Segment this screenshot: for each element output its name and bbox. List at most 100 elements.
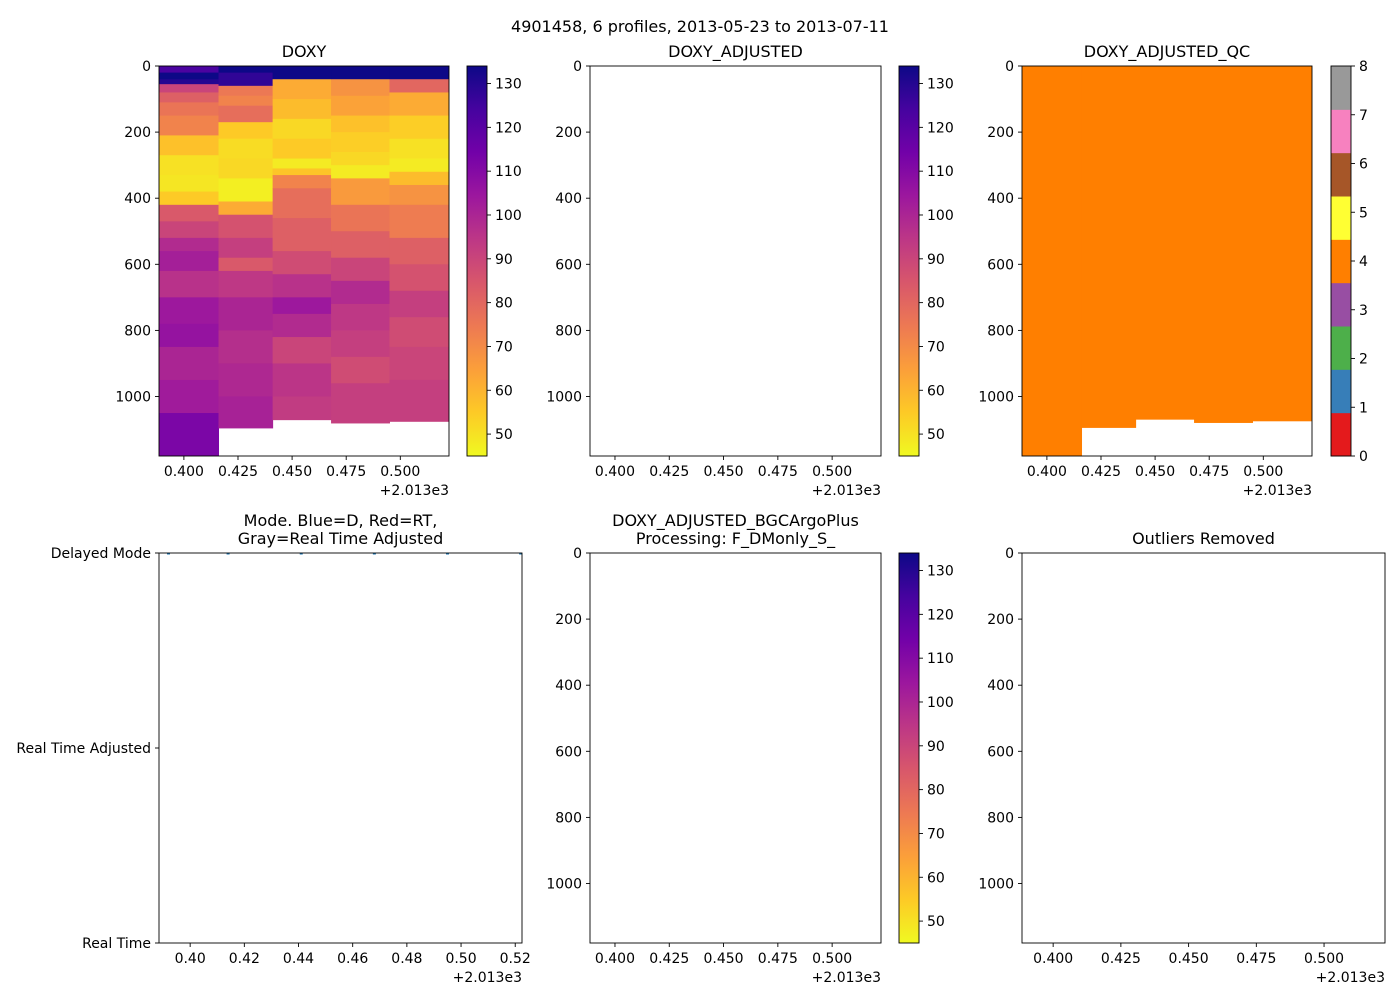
mode-point-5 bbox=[519, 553, 522, 555]
y-tick-label: 200 bbox=[124, 125, 151, 141]
mode-point-2 bbox=[299, 553, 303, 555]
colorbar-tick-label: 60 bbox=[927, 383, 945, 399]
heatmap-cell-c2-l8 bbox=[272, 188, 332, 219]
heatmap-cell-c0-l17 bbox=[159, 323, 220, 348]
colorbar-tick-label: 130 bbox=[495, 77, 522, 93]
heatmap-cell-c4-l9 bbox=[389, 237, 449, 265]
heatmap-cell-c1-l11 bbox=[218, 237, 274, 259]
heatmap-cell-c4-l7 bbox=[389, 184, 449, 206]
y-tick-label: 600 bbox=[555, 744, 582, 760]
colorbar-fill bbox=[899, 66, 919, 456]
x-tick-label: 0.450 bbox=[1169, 951, 1209, 967]
x-tick-label: 0.46 bbox=[337, 951, 368, 967]
colorbar-tick-label: 7 bbox=[1359, 108, 1368, 124]
heatmap-cell-c4-l4 bbox=[389, 138, 449, 160]
qc-column-4 bbox=[1252, 66, 1312, 422]
colorbar-tick-label: 0 bbox=[1359, 449, 1368, 465]
colorbar-tick-label: 8 bbox=[1359, 59, 1368, 75]
y-tick-label: 0 bbox=[1005, 59, 1014, 75]
heatmap-cell-c3-l5 bbox=[331, 151, 390, 166]
colorbar-segment-6 bbox=[1331, 152, 1351, 197]
x-tick-label: 0.450 bbox=[1135, 464, 1175, 480]
x-offset-label: +2.013e3 bbox=[812, 970, 881, 986]
x-offset-label: +2.013e3 bbox=[380, 483, 449, 499]
x-tick-label: 0.400 bbox=[595, 951, 635, 967]
x-tick-label: 0.500 bbox=[1243, 464, 1283, 480]
heatmap-cell-c4-l6 bbox=[389, 171, 449, 186]
x-tick-label: 0.500 bbox=[380, 464, 420, 480]
panel-title: Outliers Removed bbox=[1132, 529, 1275, 548]
heatmap-cell-c3-l4 bbox=[331, 132, 390, 153]
colorbar-segment-5 bbox=[1331, 196, 1351, 240]
heatmap-cell-c0-l14 bbox=[159, 251, 220, 272]
y-tick-label: 400 bbox=[987, 678, 1014, 694]
x-tick-label: 0.450 bbox=[704, 951, 744, 967]
colorbar-tick-label: 100 bbox=[927, 695, 954, 711]
x-tick-label: 0.50 bbox=[445, 951, 476, 967]
colorbar-tick-label: 60 bbox=[495, 383, 513, 399]
y-tick-label: 600 bbox=[124, 257, 151, 273]
x-tick-label: 0.48 bbox=[391, 951, 422, 967]
heatmap-cell-c0-l16 bbox=[159, 297, 220, 325]
y-tick-label: Real Time Adjusted bbox=[16, 741, 151, 757]
heatmap-cell-c4-l10 bbox=[389, 264, 449, 292]
y-tick-label: 800 bbox=[987, 323, 1014, 339]
heatmap-cell-c1-l7 bbox=[218, 158, 274, 179]
heatmap-cell-c0-l7 bbox=[159, 135, 220, 156]
heatmap-cell-c0-l4 bbox=[159, 92, 220, 103]
x-tick-label: 0.425 bbox=[1081, 464, 1121, 480]
y-tick-label: Real Time bbox=[82, 936, 151, 952]
panel-mode: Mode. Blue=D, Red=RT,Gray=Real Time Adju… bbox=[16, 511, 530, 986]
y-tick-label: 600 bbox=[987, 257, 1014, 273]
y-tick-label: 1000 bbox=[978, 877, 1014, 893]
x-tick-label: 0.475 bbox=[758, 464, 798, 480]
mode-point-4 bbox=[446, 553, 450, 555]
qc-column-3 bbox=[1194, 66, 1253, 423]
panel-title: Mode. Blue=D, Red=RT, bbox=[244, 511, 438, 530]
y-tick-label: 400 bbox=[555, 191, 582, 207]
x-tick-label: 0.450 bbox=[272, 464, 312, 480]
colorbar-tick-label: 60 bbox=[927, 870, 945, 886]
heatmap-cell-c3-l1 bbox=[331, 79, 390, 97]
colorbar-tick-label: 70 bbox=[495, 339, 513, 355]
colorbar-segment-8 bbox=[1331, 66, 1351, 110]
heatmap-cell-c3-l2 bbox=[331, 95, 390, 117]
heatmap-cell-c2-l9 bbox=[272, 218, 332, 252]
heatmap-cell-c0-l1 bbox=[159, 72, 220, 80]
y-tick-label: 200 bbox=[555, 125, 582, 141]
y-tick-label: 600 bbox=[555, 257, 582, 273]
heatmap-cell-c1-l6 bbox=[218, 138, 274, 160]
axes-frame bbox=[1021, 552, 1386, 944]
colorbar-segment-2 bbox=[1331, 326, 1351, 370]
heatmap-cell-c0-l19 bbox=[159, 379, 220, 414]
heatmap-cell-c4-l13 bbox=[389, 346, 449, 381]
y-tick-label: 0 bbox=[573, 59, 582, 75]
heatmap-cell-c1-l15 bbox=[218, 330, 274, 364]
y-tick-label: 1000 bbox=[546, 877, 582, 893]
heatmap-cell-c4-l1 bbox=[389, 79, 449, 93]
y-tick-label: 0 bbox=[1005, 546, 1014, 562]
heatmap-cell-c4-l12 bbox=[389, 317, 449, 348]
mode-point-3 bbox=[372, 553, 376, 555]
colorbar-tick-label: 110 bbox=[495, 164, 522, 180]
panel-doxy-adjusted-qc: DOXY_ADJUSTED_QC 0.400 0.425 0.450 0.475 0.50… bbox=[978, 42, 1368, 499]
heatmap-cell-c1-l10 bbox=[218, 214, 274, 239]
colorbar-tick-label: 90 bbox=[495, 252, 513, 268]
colorbar-tick-label: 50 bbox=[927, 914, 945, 930]
y-tick-label: 600 bbox=[987, 744, 1014, 760]
y-tick-label: 800 bbox=[555, 323, 582, 339]
figure-suptitle: 4901458, 6 profiles, 2013-05-23 to 2013-… bbox=[511, 17, 889, 36]
colorbar-tick-label: 80 bbox=[927, 783, 945, 799]
x-tick-label: 0.500 bbox=[812, 951, 852, 967]
heatmap-cell-c2-l16 bbox=[272, 396, 332, 421]
colorbar-tick-label: 120 bbox=[927, 607, 954, 623]
heatmap-cell-c4-l5 bbox=[389, 158, 449, 173]
y-tick-label: 1000 bbox=[978, 390, 1014, 406]
y-tick-label: 200 bbox=[987, 125, 1014, 141]
y-tick-label: 1000 bbox=[546, 390, 582, 406]
x-tick-label: 0.40 bbox=[175, 951, 206, 967]
colorbar-tick-label: 1 bbox=[1359, 400, 1368, 416]
y-tick-label: 400 bbox=[124, 191, 151, 207]
heatmap-cell-c0-l3 bbox=[159, 84, 220, 93]
x-tick-label: 0.450 bbox=[704, 464, 744, 480]
